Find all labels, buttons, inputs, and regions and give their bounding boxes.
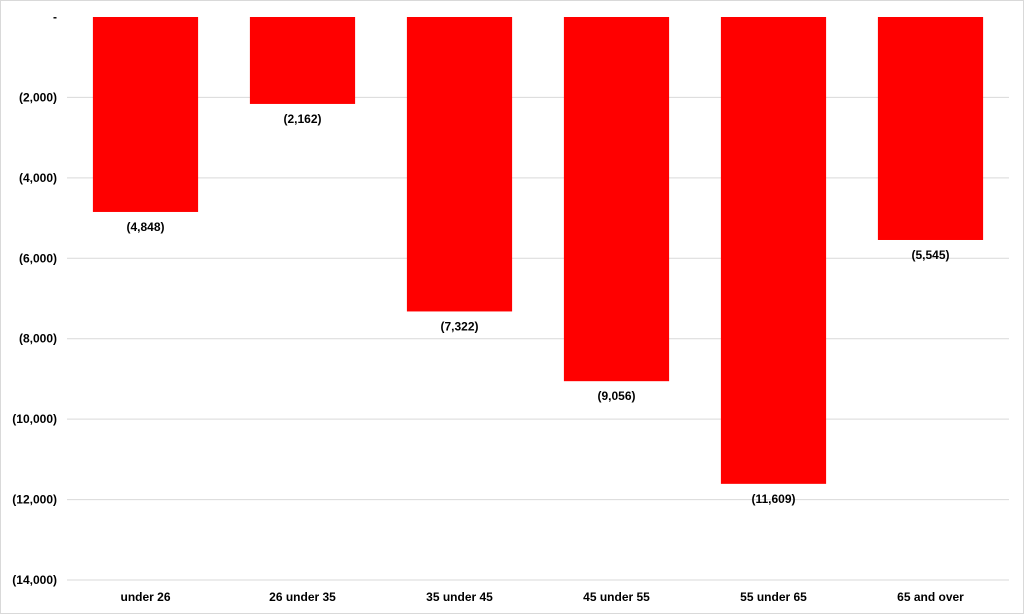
bar-45-under-55 bbox=[563, 17, 670, 382]
data-labels: (4,848) (2,162) (7,322) (9,056) (11,609) (5,5… bbox=[126, 112, 949, 506]
y-tick-label: (10,000) bbox=[12, 412, 57, 426]
y-tick-label: (6,000) bbox=[19, 251, 57, 265]
data-label: (11,609) bbox=[751, 492, 795, 506]
x-category-label: under 26 bbox=[120, 590, 170, 604]
y-tick-label: (2,000) bbox=[19, 90, 57, 104]
bar-35-under-45 bbox=[406, 17, 513, 312]
y-tick-label: - bbox=[53, 10, 57, 24]
data-label: (7,322) bbox=[440, 319, 478, 333]
y-axis-tick-labels: - (2,000) (4,000) (6,000) (8,000) (10,000) (12… bbox=[12, 10, 57, 587]
y-tick-label: (14,000) bbox=[12, 573, 57, 587]
x-category-label: 55 under 65 bbox=[740, 590, 807, 604]
x-axis-category-labels: under 26 26 under 35 35 under 45 45 under 5… bbox=[120, 590, 964, 604]
bar-26-under-35 bbox=[249, 17, 356, 104]
gridlines bbox=[67, 96, 1009, 581]
x-category-label: 26 under 35 bbox=[269, 590, 336, 604]
bar-under-26 bbox=[92, 17, 199, 212]
y-tick-label: (8,000) bbox=[19, 332, 57, 346]
bar-65-and-over bbox=[877, 17, 984, 240]
x-category-label: 65 and over bbox=[897, 590, 964, 604]
data-label: (5,545) bbox=[911, 248, 949, 262]
data-label: (4,848) bbox=[126, 220, 164, 234]
bar-55-under-65 bbox=[720, 17, 827, 484]
bars bbox=[92, 17, 984, 484]
x-category-label: 35 under 45 bbox=[426, 590, 493, 604]
y-tick-label: (12,000) bbox=[12, 493, 57, 507]
y-tick-label: (4,000) bbox=[19, 171, 57, 185]
data-label: (9,056) bbox=[597, 389, 635, 403]
data-label: (2,162) bbox=[283, 112, 321, 126]
x-category-label: 45 under 55 bbox=[583, 590, 650, 604]
